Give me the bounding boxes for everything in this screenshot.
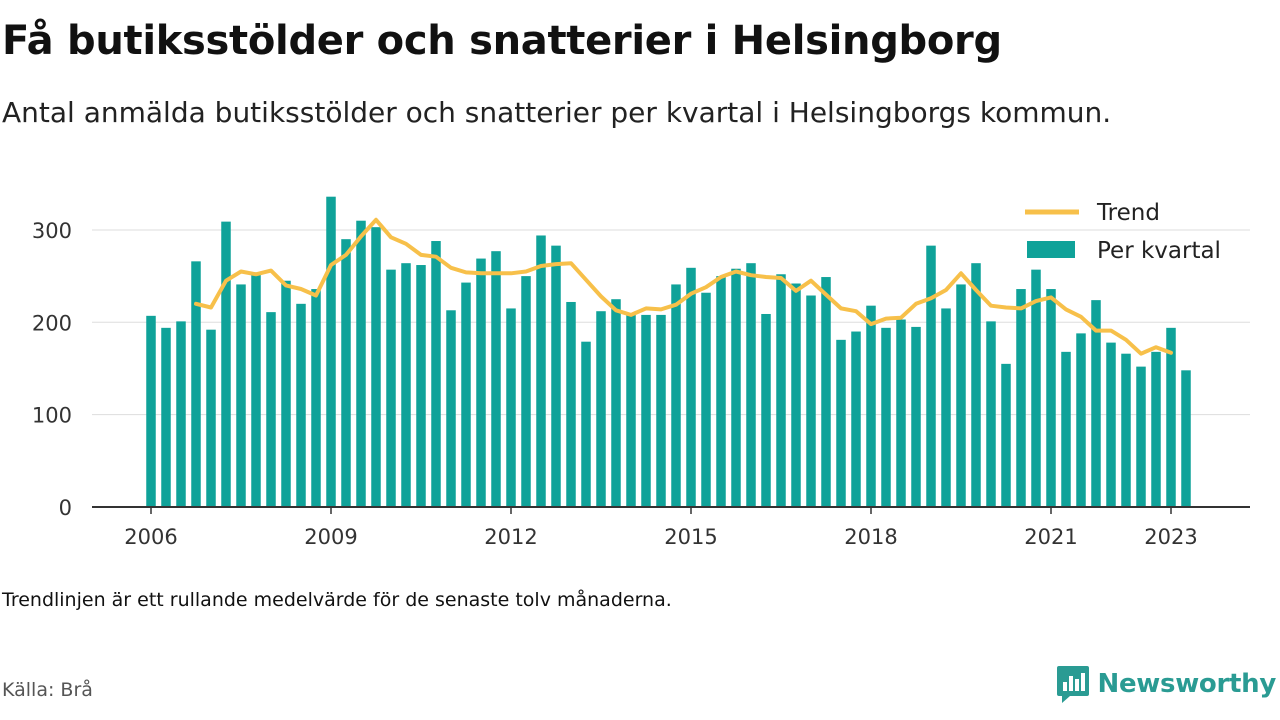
trend-note: Trendlinjen är ett rullande medelvärde f… [2, 589, 672, 611]
x-axis [92, 506, 1250, 514]
bar [656, 314, 666, 507]
bar [836, 339, 846, 507]
bar [611, 299, 621, 507]
bar [1031, 269, 1041, 507]
chart-subtitle: Antal anmälda butiksstölder och snatteri… [2, 96, 1112, 129]
bar [896, 319, 906, 507]
x-tick-label: 2023 [1144, 525, 1197, 549]
bar [1136, 366, 1146, 507]
bar [821, 277, 831, 507]
trend-line [194, 217, 1173, 356]
bar [206, 329, 216, 507]
bar [881, 327, 891, 507]
x-tick-label: 2009 [304, 525, 357, 549]
bar [371, 227, 381, 507]
bar [926, 245, 936, 507]
bar [386, 269, 396, 507]
bar [851, 331, 861, 507]
bar [1091, 300, 1101, 507]
bar [551, 245, 561, 507]
bar [146, 315, 156, 507]
bar [431, 241, 441, 507]
bar [1076, 333, 1086, 507]
bar [686, 267, 696, 507]
bar [281, 280, 291, 507]
x-tick-label: 2012 [484, 525, 537, 549]
bar [941, 308, 951, 507]
bar [1121, 353, 1131, 507]
newsworthy-logo-icon [1056, 666, 1089, 703]
legend-quarterly-swatch [1027, 241, 1075, 258]
bar [596, 311, 606, 507]
bar [506, 308, 516, 507]
bar [761, 313, 771, 507]
x-tick-label: 2018 [844, 525, 897, 549]
bar [221, 221, 231, 508]
bar [416, 265, 426, 507]
trend-line-group [194, 217, 1173, 356]
y-tick-label: 300 [32, 219, 72, 243]
bar [746, 263, 756, 507]
bar [1016, 289, 1026, 507]
bar [911, 326, 921, 507]
bar [266, 312, 276, 507]
bar [641, 314, 651, 507]
bar [161, 327, 171, 507]
chart-title: Få butiksstölder och snatterier i Helsin… [2, 18, 1002, 64]
x-tick-label: 2021 [1024, 525, 1077, 549]
bar [671, 284, 681, 507]
y-tick-label: 100 [32, 404, 72, 428]
bar [716, 276, 726, 507]
y-axis-labels: 0 100 200 300 [32, 219, 72, 520]
bar [251, 272, 261, 507]
y-tick-label: 200 [32, 311, 72, 335]
bar [731, 268, 741, 507]
bar [1151, 351, 1161, 507]
bar [806, 295, 816, 507]
bar [986, 321, 996, 507]
bar [341, 239, 351, 508]
y-tick-label: 0 [59, 496, 72, 520]
bar [626, 314, 636, 507]
bar [191, 261, 201, 507]
bar [311, 289, 321, 507]
brand-logo: Newsworthy [1056, 664, 1276, 704]
bar [956, 284, 966, 507]
bar [1106, 342, 1116, 507]
x-tick-label: 2015 [664, 525, 717, 549]
bar [1046, 289, 1056, 507]
bar [866, 305, 876, 507]
x-tick-label: 2006 [124, 525, 177, 549]
bar [536, 235, 546, 507]
bar [401, 263, 411, 507]
bar [491, 251, 501, 507]
bar [701, 292, 711, 507]
bar [1181, 370, 1191, 507]
bar [521, 276, 531, 507]
brand-name: Newsworthy [1097, 669, 1277, 699]
bar [326, 196, 336, 507]
bar [356, 220, 366, 508]
x-axis-labels: 2006 2009 2012 2015 2018 2021 2023 [124, 525, 1197, 549]
legend: Trend Per kvartal [1025, 200, 1221, 264]
bar [1061, 351, 1071, 507]
bar [776, 274, 786, 507]
bar [1166, 327, 1176, 507]
bar [971, 263, 981, 507]
bar [566, 301, 576, 507]
bar [236, 284, 246, 507]
bar [176, 321, 186, 507]
legend-quarterly-label: Per kvartal [1097, 238, 1221, 264]
bar [296, 303, 306, 507]
bars-quarterly [146, 196, 1191, 508]
bar [476, 258, 486, 507]
source-text: Källa: Brå [2, 679, 93, 701]
bar [581, 341, 591, 507]
bar [1001, 363, 1011, 507]
bar [791, 283, 801, 507]
legend-trend-label: Trend [1096, 200, 1160, 226]
bar [461, 282, 471, 507]
bar [446, 310, 456, 507]
